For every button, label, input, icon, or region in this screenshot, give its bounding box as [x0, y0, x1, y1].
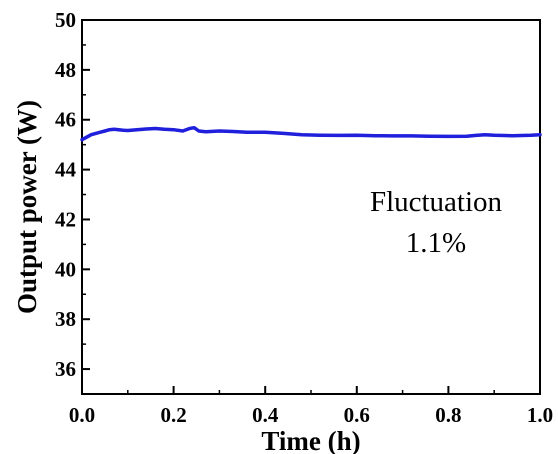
y-tick-label: 50 [55, 8, 76, 32]
y-tick-label: 38 [55, 307, 76, 331]
x-tick-label: 0.6 [344, 403, 370, 427]
x-tick-label: 0.8 [435, 403, 461, 427]
y-tick-label: 42 [55, 207, 76, 231]
series-line [80, 125, 542, 142]
y-axis-title: Output power (W) [12, 100, 42, 314]
y-tick-label: 46 [55, 108, 76, 132]
x-ticks: 0.0 0.2 0.4 0.6 0.8 1.0 [69, 386, 553, 427]
x-tick-label: 0.0 [69, 403, 95, 427]
x-tick-label: 0.4 [252, 403, 279, 427]
fluctuation-label: Fluctuation [370, 186, 503, 218]
x-tick-label: 0.2 [160, 403, 186, 427]
y-ticks: 36 38 40 42 44 46 48 50 [55, 8, 90, 395]
fluctuation-value: 1.1% [406, 227, 466, 259]
y-tick-label: 36 [55, 357, 76, 381]
x-tick-label: 1.0 [527, 403, 553, 427]
y-tick-label: 40 [55, 257, 76, 281]
x-axis-title: Time (h) [261, 426, 360, 454]
y-tick-label: 44 [55, 158, 77, 182]
series-layer [80, 125, 542, 142]
y-tick-label: 48 [55, 58, 76, 82]
